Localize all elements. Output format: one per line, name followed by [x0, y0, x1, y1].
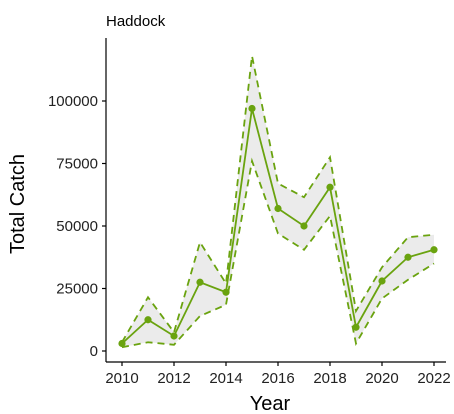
data-point — [222, 288, 230, 296]
x-tick-label: 2012 — [157, 370, 190, 387]
x-axis-title: Year — [250, 393, 291, 414]
y-tick-label: 25000 — [56, 281, 98, 298]
x-tick-label: 2016 — [261, 370, 294, 387]
data-point — [352, 323, 360, 331]
axes — [105, 38, 446, 363]
y-tick-label: 100000 — [48, 93, 98, 110]
confidence-band — [122, 56, 434, 348]
y-tick-label: 75000 — [56, 156, 98, 173]
confidence-bound-layer — [121, 55, 435, 349]
y-tick-label: 0 — [90, 343, 98, 360]
x-tick-label: 2010 — [105, 370, 138, 387]
data-point — [404, 253, 412, 261]
lower-bound-line — [121, 157, 435, 349]
data-point — [144, 316, 152, 324]
data-point — [300, 222, 308, 230]
x-tick-label: 2022 — [417, 370, 450, 387]
upper-bound-line — [121, 55, 435, 343]
x-axis-ticks: 2010 2012 2014 2016 2018 2020 2022 — [105, 362, 451, 387]
y-axis-ticks: 0 25000 50000 75000 100000 — [48, 93, 106, 360]
confidence-band-layer — [122, 56, 434, 348]
data-point — [274, 204, 282, 213]
data-point — [326, 183, 334, 191]
data-point — [118, 339, 126, 348]
y-axis-title: Total Catch — [7, 154, 29, 254]
chart-title: Haddock — [106, 13, 166, 30]
data-point — [430, 246, 438, 254]
x-tick-label: 2020 — [365, 370, 398, 387]
data-point — [170, 332, 178, 340]
data-point — [248, 104, 256, 113]
x-tick-label: 2018 — [313, 370, 346, 387]
data-point — [196, 278, 204, 286]
y-tick-label: 50000 — [56, 218, 98, 235]
x-tick-label: 2014 — [209, 370, 242, 387]
data-point — [378, 277, 386, 285]
series-layer — [118, 104, 438, 348]
